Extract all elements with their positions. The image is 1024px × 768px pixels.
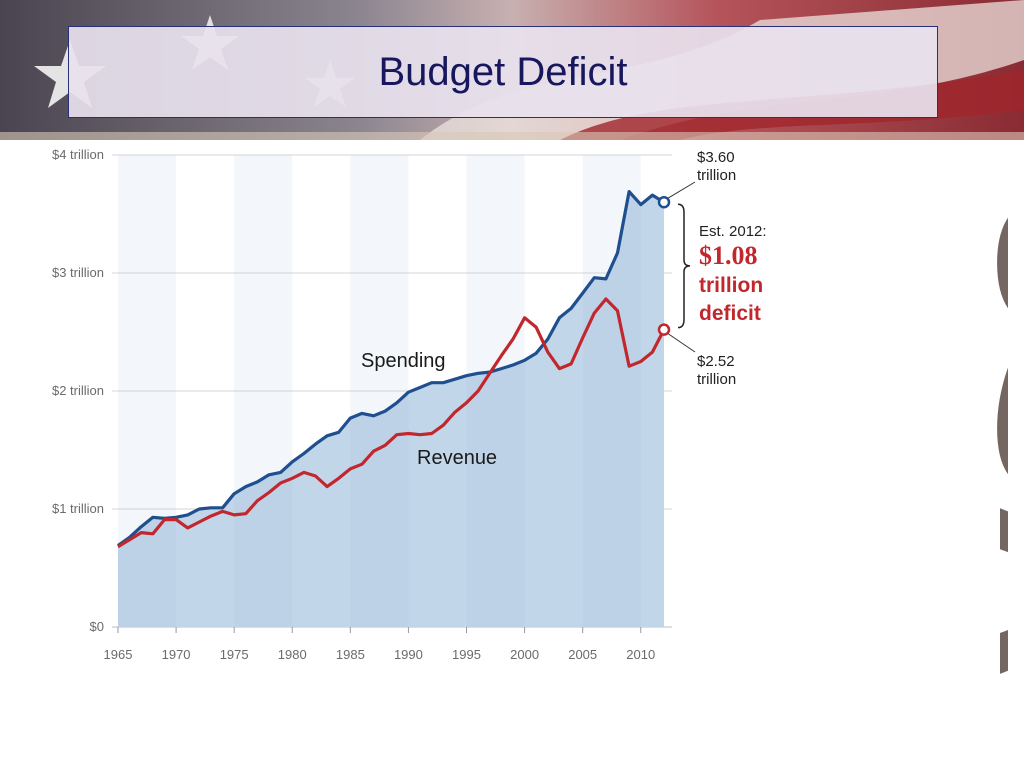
y-tick-label: $4 trillion [52,147,104,162]
spending-end-unit: trillion [697,167,736,184]
x-tick-label: 1995 [452,647,481,662]
y-tick-label: $2 trillion [52,383,104,398]
revenue-series-label: Revenue [417,447,497,469]
revenue-line [117,297,666,549]
deficit-word: deficit [699,302,761,325]
x-tick-label: 2000 [510,647,539,662]
y-tick-label: $0 [90,619,104,634]
x-tick-label: 1975 [220,647,249,662]
spending-area-fill [118,191,664,627]
spending-line [117,190,665,547]
budget-chart: $0 $1 trillion $2 trillion $3 trillion $4 tr… [52,147,767,662]
year-band [118,155,177,627]
revenue-end-unit: trillion [697,371,736,388]
deficit-label: Est. 2012: [699,223,767,240]
x-tick-label: 1985 [336,647,365,662]
revenue-leader-line [667,333,696,353]
spending-series-label: Spending [361,350,446,372]
x-tick-label: 1980 [278,647,307,662]
y-axis-ticks: $0 $1 trillion $2 trillion $3 trillion $4 tr… [52,147,104,634]
year-band [466,155,525,627]
x-tick-label: 1970 [162,647,191,662]
y-tick-label: $3 trillion [52,265,104,280]
spending-end-value: $3.60 [697,149,735,166]
revenue-end-value: $2.52 [697,353,735,370]
deficit-value: $1.08 [699,241,758,270]
year-band [350,155,409,627]
spending-leader-line [667,181,696,199]
x-tick-label: 2005 [568,647,597,662]
deficit-unit: trillion [699,274,763,297]
year-band [582,155,641,627]
x-tick-label: 1965 [104,647,133,662]
usa-letters: USA [951,175,1008,675]
usa-decoration: USA [951,175,1008,675]
x-axis-ticks: 1965 1970 1975 1980 1985 1990 1995 2000 2005 2010 [104,627,655,662]
deficit-brace [677,203,691,329]
slide-title: Budget Deficit [378,49,628,94]
spending-end-marker [657,195,671,209]
x-tick-label: 1990 [394,647,423,662]
revenue-end-marker [657,323,671,336]
y-tick-label: $1 trillion [52,501,104,516]
x-tick-label: 2010 [626,647,655,662]
title-box: Budget Deficit [68,26,938,118]
year-band [234,155,293,627]
